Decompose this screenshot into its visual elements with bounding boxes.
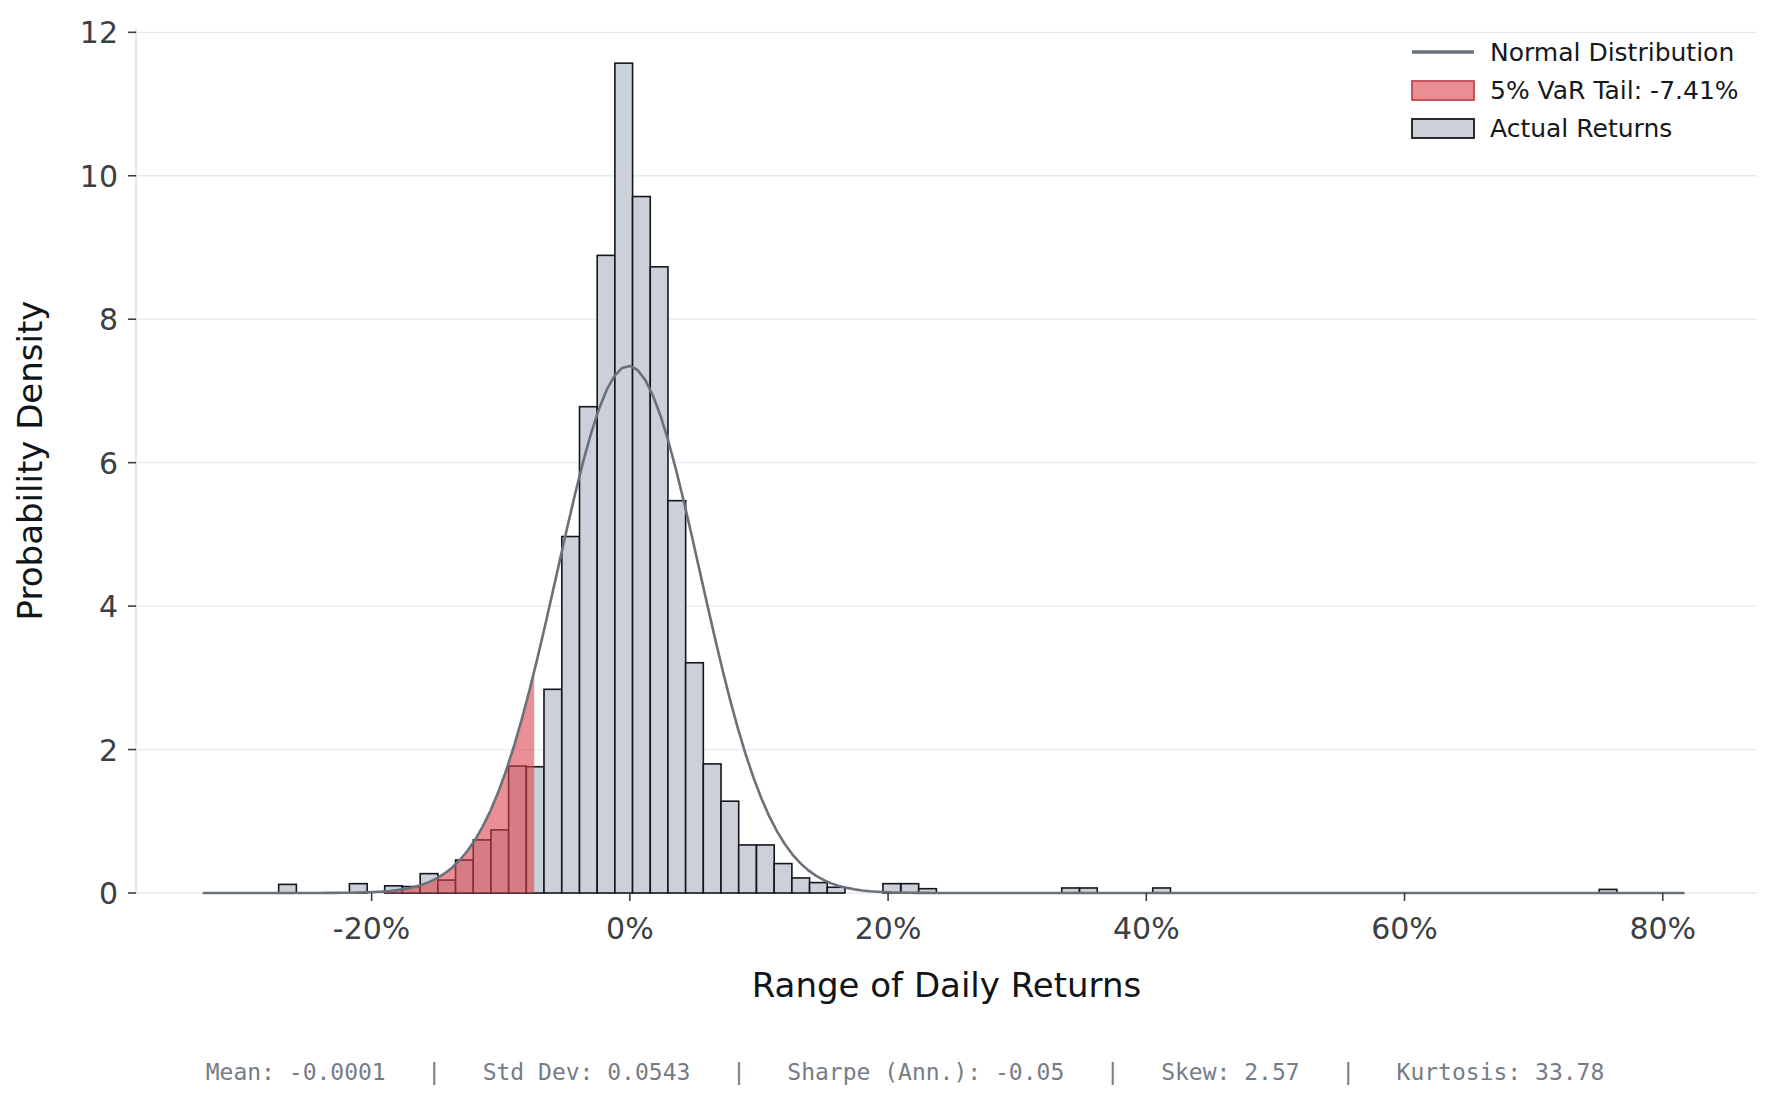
- y-tick-label: 8: [99, 302, 118, 337]
- y-axis-title: Probability Density: [10, 301, 50, 621]
- histogram-bar: [827, 887, 845, 893]
- var-histogram-chart: -20% 0% 20% 40% 60% 80% 0 2 4 6 8 10 12 Range of Dail…: [0, 0, 1777, 1104]
- histogram-bar: [757, 845, 775, 893]
- histogram-bar: [650, 267, 668, 893]
- y-tick-label: 0: [99, 876, 118, 911]
- histogram-bar: [774, 864, 792, 893]
- legend-label-normal: Normal Distribution: [1490, 38, 1734, 67]
- x-tick-label: -20%: [333, 911, 411, 946]
- x-tick-label: 0%: [606, 911, 654, 946]
- histogram-bar: [792, 878, 810, 893]
- y-tick-label: 12: [80, 15, 118, 50]
- histogram-bar: [721, 801, 739, 893]
- histogram-bar: [686, 663, 704, 893]
- histogram-bar: [668, 501, 686, 893]
- x-tick-label: 80%: [1629, 911, 1696, 946]
- histogram-bar: [739, 845, 757, 893]
- var-tail-fill: [204, 672, 534, 893]
- legend-label-actual: Actual Returns: [1490, 114, 1672, 143]
- y-tick-label: 4: [99, 589, 118, 624]
- stats-line: Mean: -0.0001 | Std Dev: 0.0543 | Sharpe…: [206, 1059, 1605, 1085]
- histogram-bar: [562, 537, 580, 893]
- histogram-bar: [579, 407, 597, 893]
- y-tick-label: 2: [99, 733, 118, 768]
- histogram-bar: [810, 883, 828, 893]
- x-tick-label: 60%: [1371, 911, 1438, 946]
- legend-actual-swatch: [1412, 119, 1474, 138]
- var-histogram-figure: -20% 0% 20% 40% 60% 80% 0 2 4 6 8 10 12 Range of Dail…: [0, 0, 1777, 1104]
- histogram-bar: [597, 255, 615, 893]
- histogram-bar: [544, 689, 562, 893]
- y-tick-label: 6: [99, 446, 118, 481]
- legend-label-var: 5% VaR Tail: -7.41%: [1490, 76, 1739, 105]
- y-tick-label: 10: [80, 159, 118, 194]
- histogram-bar: [633, 197, 651, 893]
- normal-curve: [204, 366, 1684, 893]
- x-tick-label: 20%: [855, 911, 922, 946]
- x-tick-label: 40%: [1113, 911, 1180, 946]
- legend-var-swatch: [1412, 81, 1474, 100]
- histogram-bar: [615, 63, 633, 893]
- x-axis-title: Range of Daily Returns: [752, 965, 1142, 1005]
- histogram-bar: [703, 764, 721, 893]
